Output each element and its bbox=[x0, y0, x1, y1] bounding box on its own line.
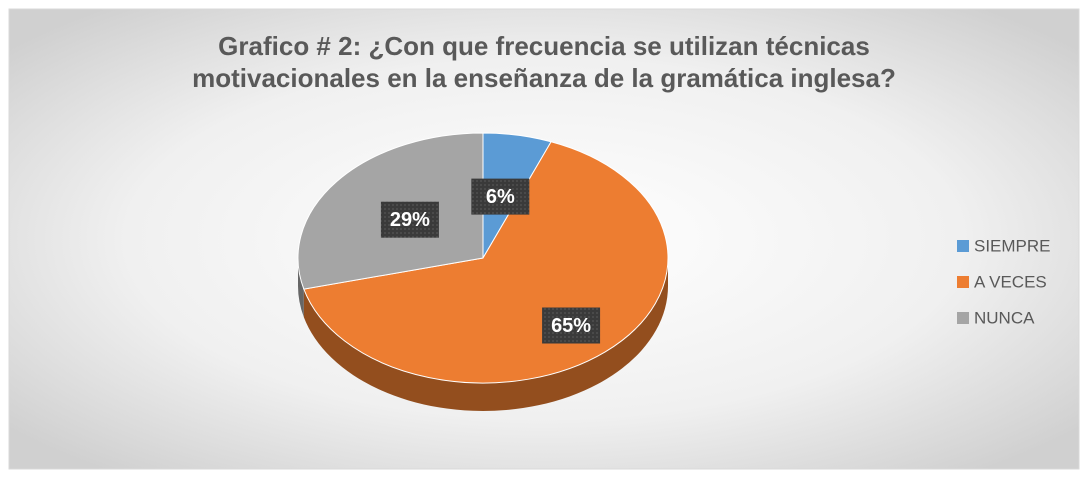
legend-swatch bbox=[957, 276, 969, 288]
data-label-box bbox=[471, 178, 530, 215]
data-label: 6% bbox=[486, 186, 515, 208]
slice-side bbox=[303, 258, 668, 412]
legend-label: SIEMPRE bbox=[974, 236, 1051, 255]
legend: SIEMPRE A VECES NUNCA bbox=[957, 236, 1051, 327]
chart-title: Grafico # 2: ¿Con que frecuencia se util… bbox=[192, 31, 896, 93]
data-label-box bbox=[542, 307, 601, 344]
data-label: 65% bbox=[551, 315, 591, 337]
legend-label: NUNCA bbox=[974, 308, 1035, 327]
legend-swatch bbox=[957, 312, 969, 324]
pie: 6% 65% 29% bbox=[297, 132, 669, 412]
legend-label: A VECES bbox=[974, 272, 1047, 291]
legend-swatch bbox=[957, 240, 969, 252]
data-label: 29% bbox=[390, 209, 430, 231]
slice-side bbox=[298, 258, 304, 318]
data-label-box bbox=[380, 201, 439, 238]
